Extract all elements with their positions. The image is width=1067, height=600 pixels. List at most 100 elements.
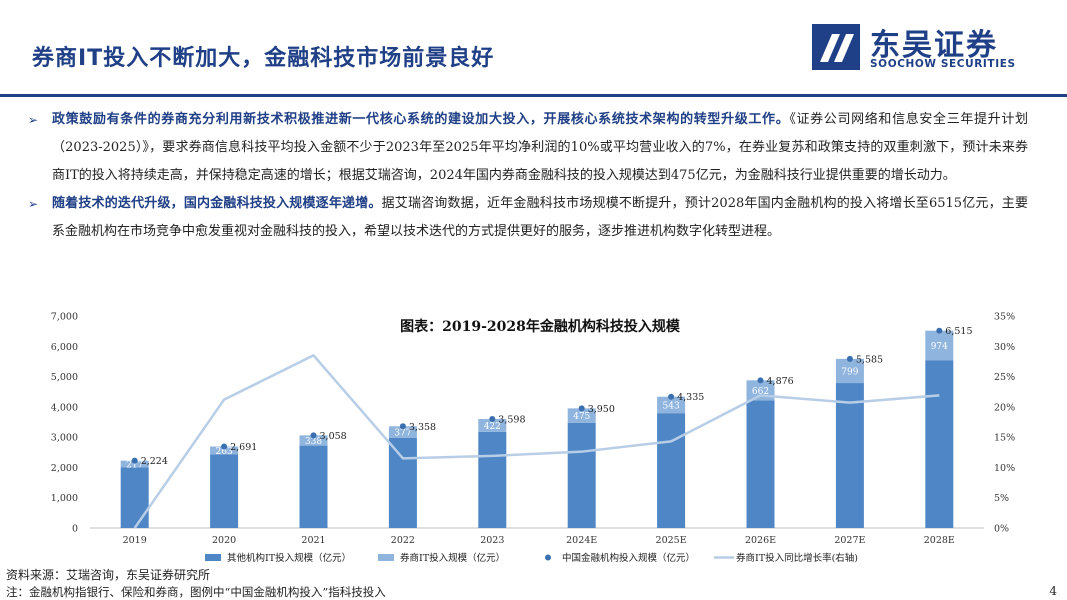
arrow-bullet-icon: ➢ [28, 197, 39, 211]
total-value-label: 2,224 [141, 456, 168, 467]
total-value-label: 2,691 [230, 442, 257, 453]
x-tick-label: 2025E [656, 535, 687, 546]
bar-broker-it [925, 330, 954, 361]
logo-english-name: SOOCHOW SECURITIES [870, 58, 1016, 70]
total-investment-point [578, 405, 585, 412]
total-investment-point [846, 355, 853, 362]
bar-other-institutions [835, 383, 864, 528]
legend-label: 其他机构IT投入规模（亿元） [227, 552, 351, 564]
soochow-logo: 东吴证券 SOOCHOW SECURITIES [812, 22, 1052, 74]
y-tick-label: 4,000 [51, 402, 78, 413]
bar-broker-it [478, 419, 507, 432]
bullet-body-text: 据艾瑞咨询数据，近年金融科技市场规模不断提升，预计2028年国内金融机构的投入将… [52, 196, 1028, 239]
legend-swatch [205, 554, 221, 561]
broker-value-label: 662 [752, 387, 769, 397]
broker-value-label: 377 [394, 429, 411, 439]
soochow-logo-icon [812, 24, 860, 70]
broker-value-label: 475 [573, 412, 590, 422]
x-tick-label: 2026E [745, 535, 776, 546]
total-investment-point [131, 457, 138, 464]
x-tick-label: 2023 [480, 535, 504, 546]
x-tick-label: 2028E [924, 535, 955, 546]
total-value-label: 4,335 [677, 392, 704, 403]
y2-tick-label: 5% [994, 493, 1009, 504]
total-investment-point [399, 423, 406, 430]
x-tick-label: 2020 [212, 535, 236, 546]
bar-broker-it [835, 358, 864, 384]
total-value-label: 3,058 [320, 431, 347, 442]
legend-label: 券商IT投入同比增长率(右轴) [736, 552, 858, 564]
chart-title: 图表：2019-2028年金融机构科技投入规模 [400, 318, 681, 335]
y-tick-label: 7,000 [51, 312, 78, 323]
total-investment-point [489, 416, 496, 423]
y2-tick-label: 10% [994, 463, 1015, 474]
legend-swatch [545, 554, 551, 561]
x-tick-label: 2021 [301, 535, 325, 546]
y2-tick-label: 30% [994, 342, 1015, 353]
y2-tick-label: 35% [994, 312, 1015, 323]
total-value-label: 6,515 [945, 326, 972, 337]
footnote: 注：金融机构指银行、保险和券商，图例中“中国金融机构投入”指科技投入 [6, 585, 386, 599]
broker-value-label: 263 [216, 447, 233, 457]
broker-value-label: 217 [126, 460, 143, 470]
y2-tick-label: 25% [994, 372, 1015, 383]
y-tick-label: 6,000 [51, 342, 78, 353]
bar-other-institutions [925, 360, 954, 528]
broker-value-label: 338 [305, 437, 322, 447]
y2-tick-label: 20% [994, 402, 1015, 413]
y2-tick-label: 15% [994, 433, 1015, 444]
bullet-item: ➢ 政策鼓励有条件的券商充分利用新技术积极推进新一代核心系统的建设加大投入，开展… [28, 106, 1028, 190]
legend-label: 券商IT投入规模（亿元） [400, 552, 505, 564]
x-tick-label: 2019 [123, 535, 147, 546]
y-tick-label: 2,000 [51, 463, 78, 474]
bar-other-institutions [657, 413, 686, 528]
header-divider [0, 94, 1067, 97]
bar-broker-it [657, 396, 686, 414]
y-tick-label: 1,000 [51, 493, 78, 504]
y-tick-label: 3,000 [51, 433, 78, 444]
x-tick-label: 2022 [391, 535, 415, 546]
bar-other-institutions [388, 437, 417, 528]
broker-value-label: 799 [841, 367, 858, 377]
total-investment-point [310, 432, 317, 439]
logo-chinese-name: 东吴证券 [870, 28, 998, 63]
bullet-bold-text: 政策鼓励有条件的券商充分利用新技术积极推进新一代核心系统的建设加大投入，开展核心… [52, 112, 790, 127]
arrow-bullet-icon: ➢ [28, 113, 39, 127]
bar-broker-it [388, 426, 417, 438]
y2-tick-label: 0% [994, 524, 1009, 535]
broker-value-label: 543 [663, 401, 680, 411]
page-title: 券商IT投入不断加大，金融科技市场前景良好 [32, 46, 495, 71]
total-value-label: 3,358 [409, 422, 436, 433]
y-tick-label: 0 [72, 524, 78, 535]
bar-broker-it [299, 435, 328, 446]
bar-other-institutions [210, 454, 239, 528]
total-investment-point [936, 327, 943, 334]
bar-broker-it [567, 408, 596, 423]
bar-other-institutions [120, 467, 149, 528]
total-value-label: 5,585 [856, 354, 883, 365]
broker-value-label: 422 [484, 422, 501, 432]
bar-other-institutions [567, 422, 596, 528]
bar-other-institutions [746, 400, 775, 528]
bullet-item: ➢ 随着技术的迭代升级，国内金融科技投入规模逐年递增。据艾瑞咨询数据，近年金融科… [28, 190, 1028, 246]
broker-value-label: 974 [931, 342, 948, 352]
bullet-list: ➢ 政策鼓励有条件的券商充分利用新技术积极推进新一代核心系统的建设加大投入，开展… [28, 106, 1028, 246]
bar-broker-it [120, 460, 149, 468]
total-value-label: 3,598 [498, 415, 525, 426]
total-investment-point [757, 377, 764, 384]
bar-other-institutions [478, 431, 507, 528]
bar-other-institutions [299, 445, 328, 528]
total-investment-point [668, 393, 675, 400]
investment-chart: 图表：2019-2028年金融机构科技投入规模 0 1,000 2,000 3,000 4… [51, 312, 1015, 565]
total-value-label: 4,876 [767, 376, 794, 387]
total-investment-point [221, 443, 228, 450]
legend-label: 中国金融机构投入规模（亿元） [562, 552, 695, 564]
y-tick-label: 5,000 [51, 372, 78, 383]
growth-rate-line [133, 354, 940, 529]
bar-broker-it [210, 446, 239, 455]
bullet-body-text: 《证券公司网络和信息安全三年提升计划（2023-2025）》，要求券商信息科技平… [52, 112, 1028, 183]
source-note: 资料来源：艾瑞咨询，东吴证券研究所 [6, 568, 211, 582]
x-tick-label: 2027E [834, 535, 865, 546]
total-value-label: 3,950 [588, 404, 615, 415]
x-tick-label: 2024E [566, 535, 597, 546]
